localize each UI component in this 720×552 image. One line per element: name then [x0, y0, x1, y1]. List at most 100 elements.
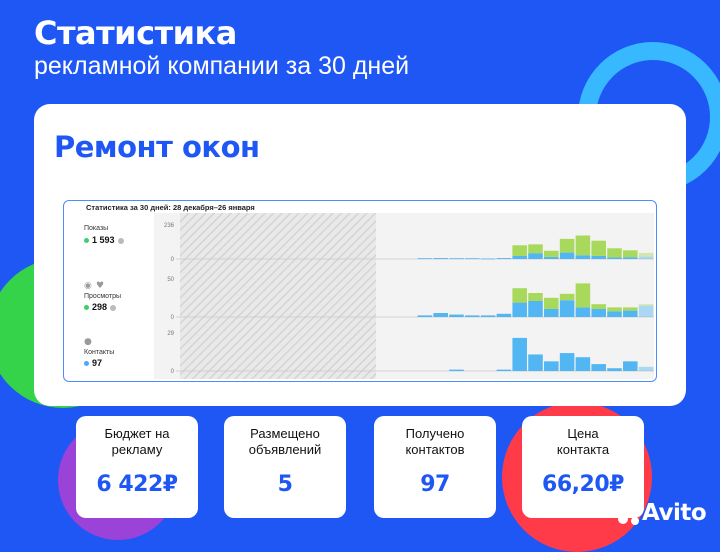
bar-segment-primary — [480, 315, 496, 317]
chart-hatched-region — [180, 213, 376, 379]
bar-segment-secondary — [591, 304, 606, 309]
bar-segment-primary — [417, 315, 433, 317]
bar-segment-primary — [623, 257, 638, 259]
bar-segment-secondary — [528, 293, 543, 301]
bar-segment-secondary — [512, 245, 527, 256]
avito-dots-icon — [618, 502, 639, 525]
bar-segment-secondary — [512, 288, 527, 303]
bar-segment-secondary — [575, 235, 591, 256]
stat-contact-price: Цена контакта 66,20₽ — [522, 416, 644, 518]
y-tick-label: 29 — [167, 331, 174, 337]
bar-segment-primary — [417, 258, 433, 260]
bar-segment-primary — [559, 353, 575, 371]
bar-segment-primary — [607, 311, 622, 317]
bar-segment-secondary — [559, 238, 575, 253]
bar-segment-secondary — [575, 283, 591, 308]
bar-segment-primary — [638, 305, 654, 317]
stat-ads-value: 5 — [277, 472, 293, 497]
stat-contacts: Получено контактов 97 — [374, 416, 496, 518]
bar-segment-secondary — [607, 307, 622, 312]
metric-label-contacts: Контакты — [84, 349, 115, 356]
bar-segment-secondary — [607, 248, 622, 258]
bar-segment-secondary — [559, 293, 575, 301]
bar-segment-primary — [575, 307, 591, 317]
bar-segment-primary — [433, 313, 448, 317]
bar-segment-primary — [449, 314, 464, 317]
help-icon[interactable] — [110, 304, 117, 311]
help-icon[interactable] — [117, 237, 124, 244]
metric-label-impressions: Показы — [84, 225, 109, 232]
legend-dot — [84, 305, 89, 311]
y-tick-label: 236 — [164, 223, 175, 229]
legend-dot — [84, 361, 89, 367]
page-title: Статистика — [34, 14, 237, 52]
bar-segment-secondary — [544, 250, 559, 257]
y-tick-label: 0 — [171, 315, 175, 321]
bar-segment-secondary — [638, 304, 654, 306]
bar-segment-primary — [544, 309, 559, 317]
person-icon: ● — [84, 337, 92, 347]
bar-segment-primary — [575, 255, 591, 259]
bar-segment-secondary — [623, 307, 638, 311]
stat-ads-label: Размещено объявлений — [248, 426, 322, 457]
bar-segment-primary — [480, 258, 496, 260]
campaign-title: Ремонт окон — [54, 130, 260, 164]
y-tick-label: 50 — [167, 277, 174, 283]
bar-segment-secondary — [623, 250, 638, 258]
bar-segment-primary — [623, 310, 638, 317]
bar-segment-primary — [544, 361, 559, 371]
metric-value-contacts: 97 — [84, 358, 102, 368]
bar-segment-secondary — [638, 252, 654, 257]
bar-segment-primary — [528, 301, 543, 317]
bar-segment-primary — [591, 309, 606, 317]
bar-segment-primary — [544, 256, 559, 259]
stat-budget-value: 6 422₽ — [96, 472, 178, 497]
metric-value-impressions: 1 593 — [84, 235, 124, 245]
stat-contact-price-label: Цена контакта — [556, 426, 610, 457]
bar-segment-primary — [512, 337, 527, 371]
legend-dot — [84, 238, 89, 244]
stat-budget: Бюджет на рекламу 6 422₽ — [76, 416, 198, 518]
stats-chart: 236 0 50 0 29 0 — [154, 213, 654, 379]
bar-segment-primary — [512, 302, 527, 317]
bar-segment-primary — [623, 361, 638, 371]
bar-segment-primary — [591, 364, 606, 371]
bar-segment-primary — [465, 315, 480, 317]
bar-segment-primary — [433, 258, 448, 259]
campaign-card: Ремонт окон 236 0 50 0 29 0 Статистика за 30 … — [34, 104, 686, 406]
bar-segment-primary — [528, 354, 543, 371]
stat-contacts-label: Получено контактов — [405, 426, 465, 457]
bar-segment-primary — [638, 366, 654, 371]
stats-panel-heading: Статистика за 30 дней: 28 декабря–26 янв… — [86, 203, 255, 212]
bar-segment-primary — [575, 357, 591, 371]
bar-segment-primary — [496, 369, 512, 371]
y-tick-label: 0 — [171, 257, 175, 263]
heart-icon[interactable]: ♥ — [96, 281, 105, 291]
stat-contact-price-value: 66,20₽ — [542, 472, 624, 497]
bar-segment-primary — [607, 257, 622, 259]
bar-segment-secondary — [528, 244, 543, 254]
bar-segment-primary — [449, 258, 464, 260]
stat-ads: Размещено объявлений 5 — [224, 416, 346, 518]
y-tick-label: 0 — [171, 369, 175, 375]
metric-label-views: Просмотры — [84, 293, 121, 300]
bar-segment-primary — [528, 253, 543, 259]
bar-segment-primary — [638, 256, 654, 259]
bar-segment-primary — [559, 300, 575, 317]
bar-segment-secondary — [591, 240, 606, 256]
stats-panel: 236 0 50 0 29 0 Статистика за 30 дней: 28 дек… — [63, 200, 657, 382]
metric-value-views: 298 — [84, 302, 117, 312]
bar-segment-primary — [559, 252, 575, 259]
stat-contacts-value: 97 — [420, 472, 450, 497]
bar-segment-primary — [496, 313, 512, 317]
bar-segment-primary — [449, 369, 464, 371]
bar-segment-secondary — [544, 297, 559, 309]
bar-segment-primary — [465, 258, 480, 260]
avito-logo-text: Avito — [642, 500, 707, 526]
bar-segment-primary — [496, 258, 512, 259]
stat-budget-label: Бюджет на рекламу — [104, 426, 170, 457]
bar-segment-primary — [607, 368, 622, 371]
eye-icon[interactable]: ◉ — [84, 281, 92, 291]
bar-segment-primary — [591, 255, 606, 259]
page-subtitle: рекламной компании за 30 дней — [34, 52, 410, 80]
